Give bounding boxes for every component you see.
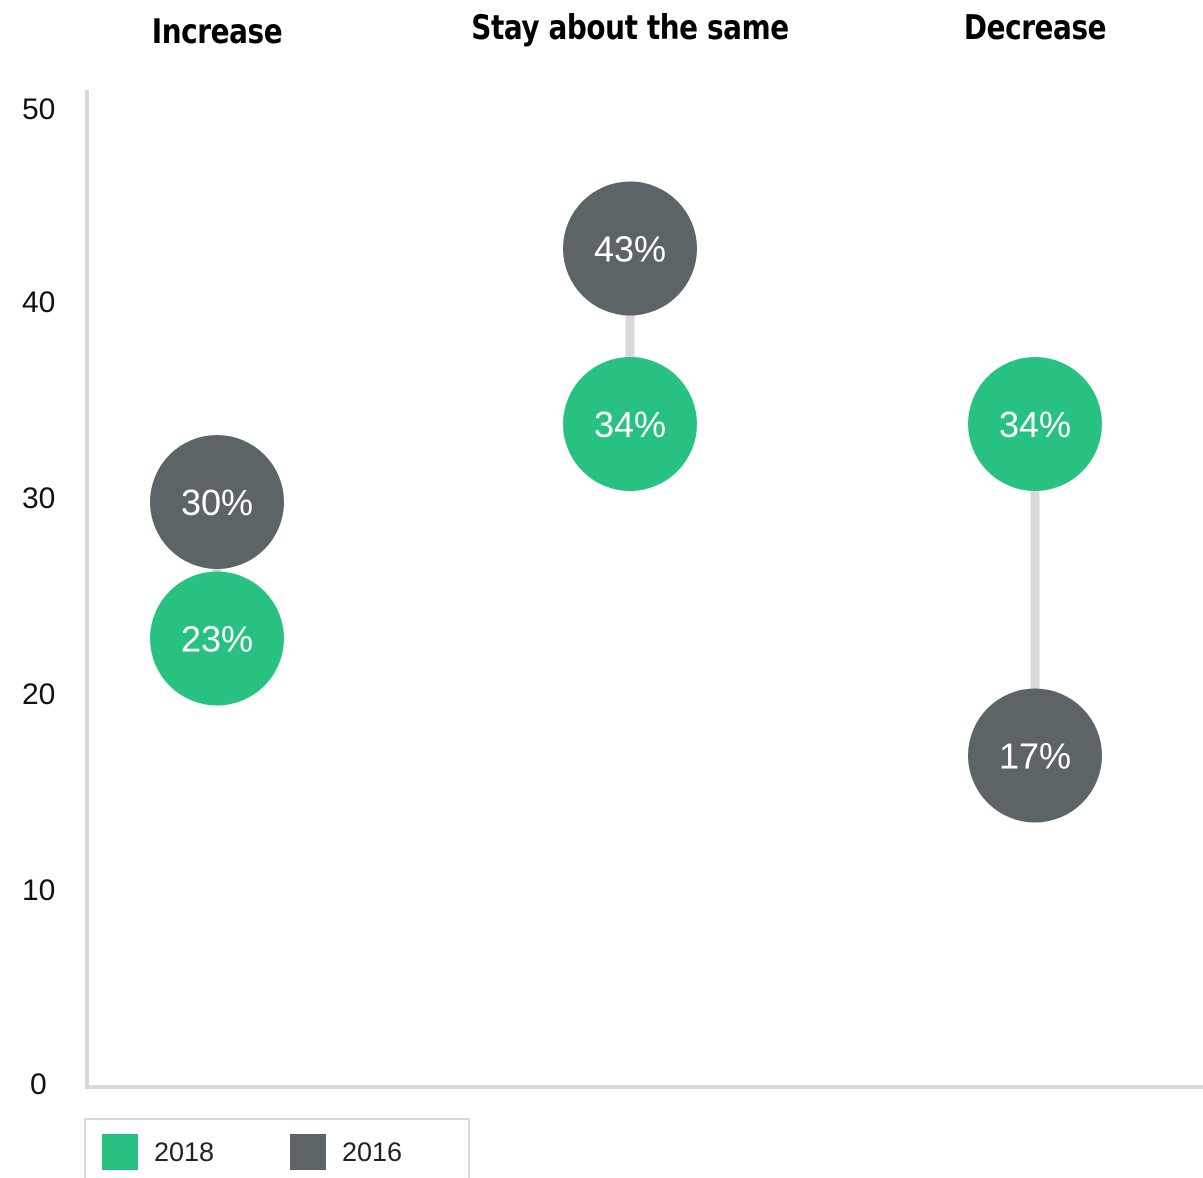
legend-swatch-2018 — [102, 1134, 138, 1170]
legend-item-2016: 2016 — [290, 1134, 402, 1170]
legend: 2018 2016 — [84, 1118, 470, 1178]
dot-2018-2 — [968, 357, 1102, 491]
legend-swatch-2016 — [290, 1134, 326, 1170]
dot-2016-0 — [150, 435, 284, 569]
data-label-2018-2: 34% — [999, 404, 1071, 445]
y-tick-40: 40 — [22, 286, 56, 319]
y-tick-30: 30 — [22, 482, 56, 515]
legend-item-2018: 2018 — [102, 1134, 214, 1170]
data-label-2016-0: 30% — [181, 482, 253, 523]
y-tick-0: 0 — [30, 1068, 47, 1101]
y-tick-50: 50 — [22, 93, 56, 126]
data-label-2016-1: 43% — [594, 229, 666, 270]
data-label-2018-1: 34% — [594, 404, 666, 445]
legend-label-2016: 2016 — [342, 1136, 403, 1167]
y-tick-10: 10 — [22, 874, 56, 907]
data-label-2016-2: 17% — [999, 736, 1071, 777]
category-label-increase: Increase — [151, 12, 283, 52]
y-tick-20: 20 — [22, 678, 56, 711]
dot-2018-0 — [150, 571, 284, 706]
category-label-stay-same: Stay about the same — [471, 8, 789, 48]
legend-label-2018: 2018 — [154, 1136, 215, 1167]
dot-2016-1 — [563, 181, 697, 316]
dot-2016-2 — [968, 688, 1102, 823]
data-label-2018-0: 23% — [181, 619, 253, 660]
category-label-decrease: Decrease — [963, 8, 1107, 48]
dot-2018-1 — [563, 357, 697, 491]
